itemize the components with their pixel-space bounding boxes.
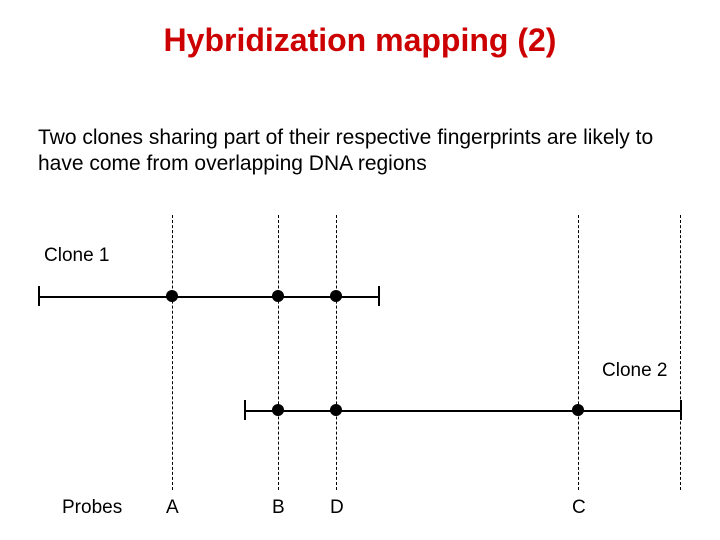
clone-line [244,410,680,412]
probe-guideline [278,215,279,490]
probe-dot [272,404,284,416]
clone-line [38,296,378,298]
probe-dot [330,290,342,302]
clone-end-tick [244,400,246,420]
body-paragraph: Two clones sharing part of their respect… [38,125,678,178]
probe-dot [166,290,178,302]
probe-guideline [336,215,337,490]
probe-dot [330,404,342,416]
clone-end-tick [38,286,40,306]
probe-label: B [272,497,285,519]
probe-guideline [578,215,579,490]
probe-label: D [330,497,344,519]
probe-label: C [572,497,586,519]
probe-guideline [680,215,681,490]
clone2-label: Clone 2 [602,360,668,382]
slide: Hybridization mapping (2) Two clones sha… [0,0,720,540]
probes-label: Probes [62,497,122,519]
clone1-label: Clone 1 [44,245,110,267]
probe-guideline [172,215,173,490]
probe-dot [272,290,284,302]
probe-dot [572,404,584,416]
clone-end-tick [378,286,380,306]
slide-title: Hybridization mapping (2) [0,22,720,59]
probe-label: A [166,497,179,519]
